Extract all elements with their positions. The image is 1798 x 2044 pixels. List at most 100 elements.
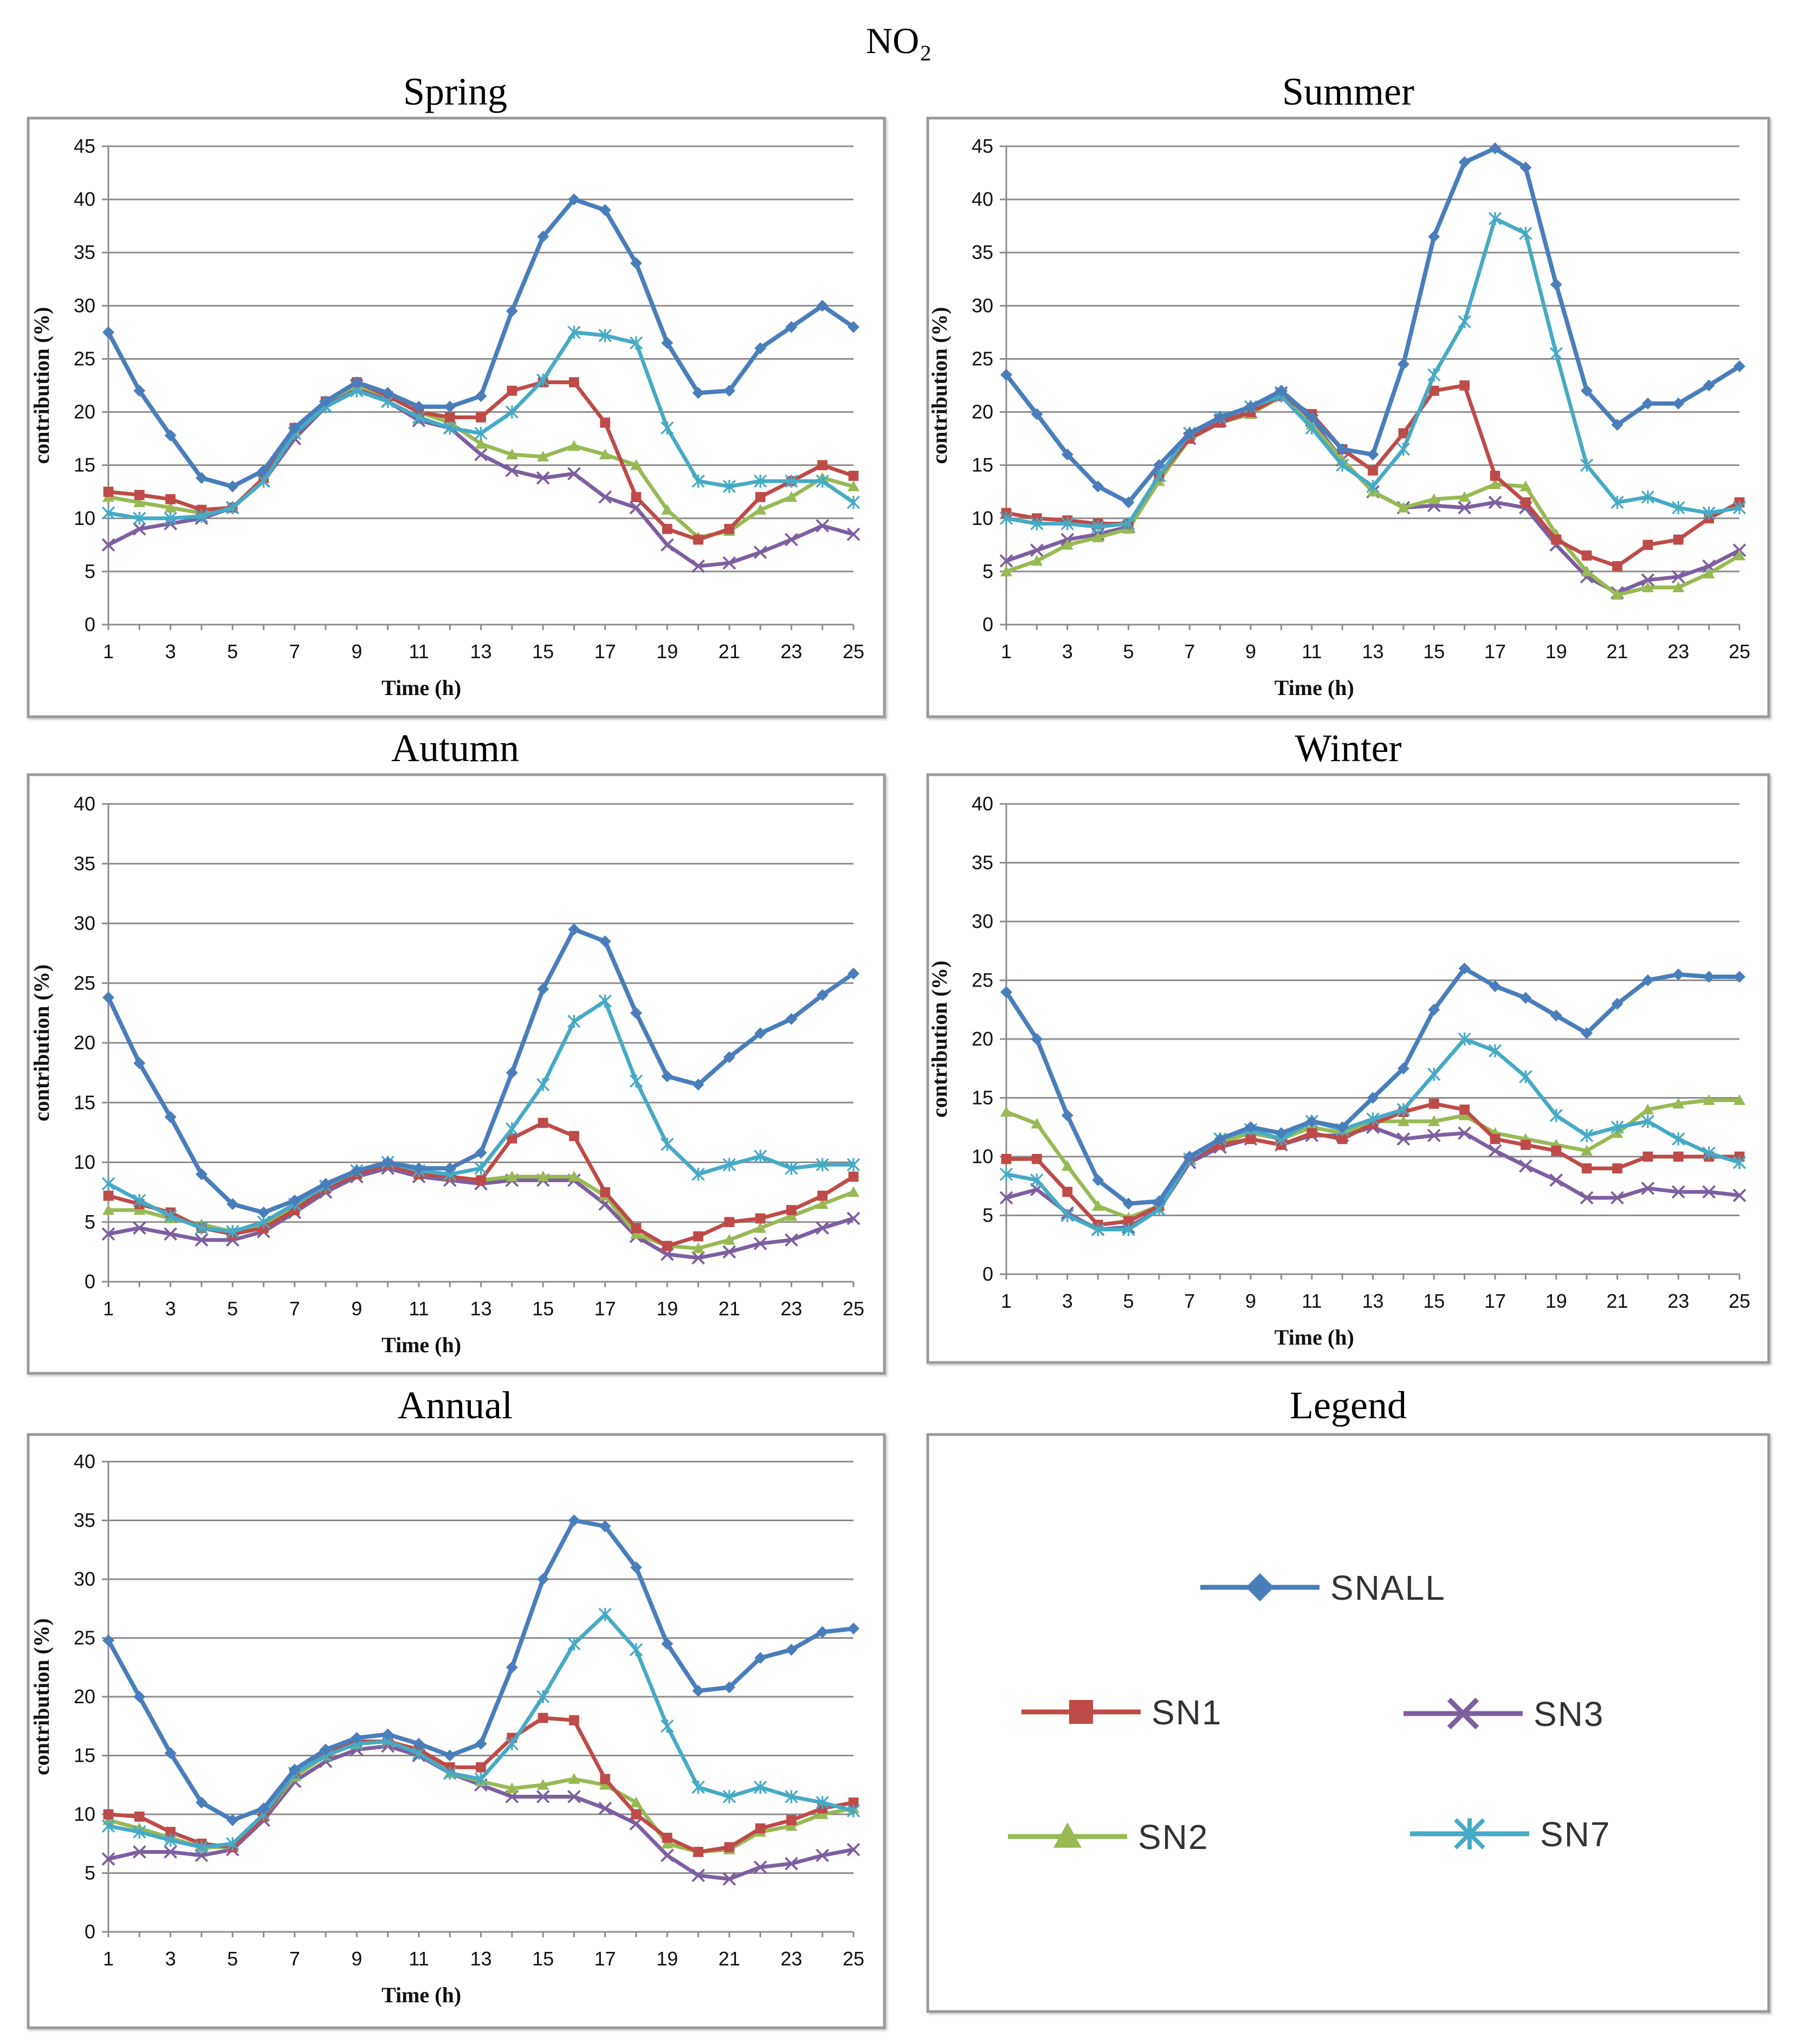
data-point-snall	[412, 1162, 425, 1175]
data-point-sn1	[1459, 1104, 1470, 1115]
legend-item-snall: SNALL	[1200, 1568, 1445, 1607]
data-point-sn3	[816, 1848, 830, 1863]
data-point-sn1	[476, 1762, 486, 1773]
legend-item-sn2: SN2	[1008, 1818, 1208, 1857]
data-point-sn1	[693, 1847, 703, 1857]
data-point-snall	[351, 1731, 363, 1744]
data-point-sn7	[661, 421, 674, 435]
data-point-snall	[412, 1737, 425, 1750]
data-point-sn7	[846, 1804, 861, 1818]
x-tick-label: 11	[409, 640, 429, 663]
data-point-sn3	[722, 1245, 736, 1259]
data-point-snall	[754, 1652, 767, 1664]
data-point-sn3	[722, 556, 736, 570]
x-tick-label: 9	[351, 1297, 362, 1320]
data-point-sn2	[1672, 1098, 1685, 1109]
y-axis-label: contribution (%)	[927, 961, 952, 1118]
data-point-sn7	[691, 1780, 705, 1794]
data-point-snall	[568, 1514, 580, 1527]
data-point-snall	[288, 1763, 301, 1776]
y-tick-label: 35	[972, 241, 993, 263]
data-point-sn7	[753, 474, 767, 488]
x-tick-label: 23	[780, 640, 802, 663]
data-point-sn1	[1428, 1099, 1439, 1109]
legend-marker-sn3	[1447, 1697, 1479, 1730]
data-point-snall	[1153, 1195, 1165, 1208]
x-axis-label: Time (h)	[1275, 1325, 1354, 1349]
x-tick-label: 3	[1062, 640, 1073, 663]
data-point-sn2	[1672, 581, 1685, 593]
data-point-sn2	[692, 1242, 704, 1254]
data-point-snall	[1703, 970, 1715, 983]
x-tick-label: 9	[351, 1948, 362, 1970]
data-point-snall	[1458, 156, 1471, 168]
data-point-sn7	[1091, 1223, 1105, 1236]
data-point-snall	[351, 376, 363, 388]
data-point-sn1	[569, 377, 579, 387]
x-tick-label: 19	[656, 1297, 678, 1320]
series-snall	[102, 193, 859, 492]
data-point-sn7	[1580, 1128, 1594, 1143]
y-tick-label: 45	[74, 135, 95, 157]
data-point-sn1	[1001, 1153, 1012, 1164]
data-point-snall	[133, 1691, 146, 1703]
data-point-snall	[102, 1634, 114, 1646]
data-point-sn1	[569, 1715, 579, 1725]
data-point-snall	[692, 1079, 704, 1091]
data-point-sn2	[1458, 491, 1471, 502]
data-point-sn3	[785, 1857, 798, 1871]
x-tick-label: 9	[1245, 1290, 1256, 1312]
data-point-sn7	[785, 1161, 798, 1175]
data-point-sn7	[629, 336, 643, 350]
data-point-sn3	[1458, 1126, 1471, 1140]
data-point-sn3	[753, 1237, 767, 1250]
data-point-sn1	[755, 492, 766, 502]
data-point-snall	[1214, 411, 1226, 424]
data-point-sn2	[1092, 1200, 1104, 1211]
x-tick-label: 23	[780, 1948, 802, 1970]
data-point-sn7	[722, 1790, 736, 1803]
data-point-sn1	[538, 1712, 548, 1723]
data-point-sn7	[598, 329, 612, 342]
data-point-sn2	[754, 504, 767, 515]
data-point-sn1	[1490, 1134, 1501, 1144]
data-point-snall	[599, 1520, 611, 1533]
x-tick-label: 5	[227, 640, 238, 663]
data-point-snall	[723, 385, 735, 397]
data-point-sn3	[1488, 495, 1502, 509]
data-point-sn1	[755, 1213, 766, 1224]
data-point-sn3	[132, 522, 146, 536]
data-point-sn3	[1396, 1132, 1411, 1146]
data-point-snall	[1611, 419, 1624, 431]
data-point-sn7	[567, 1637, 581, 1651]
y-tick-label: 35	[74, 1509, 95, 1532]
data-point-sn2	[1000, 565, 1012, 576]
data-point-sn3	[598, 1801, 612, 1815]
data-point-sn1	[444, 412, 455, 423]
x-tick-label: 5	[1123, 640, 1134, 663]
x-tick-label: 3	[165, 1297, 176, 1320]
y-tick-label: 0	[982, 613, 993, 635]
data-point-sn3	[101, 1227, 115, 1241]
data-point-sn2	[1031, 555, 1043, 566]
data-point-sn7	[1396, 1103, 1411, 1117]
legend-label-sn1: SN1	[1152, 1693, 1223, 1732]
data-point-sn3	[1611, 1191, 1624, 1205]
data-point-snall	[1031, 408, 1043, 420]
data-point-sn7	[629, 1643, 643, 1657]
data-point-sn1	[1459, 380, 1470, 391]
x-tick-label: 23	[780, 1297, 802, 1320]
data-point-sn7	[195, 1221, 209, 1235]
data-point-sn3	[101, 538, 115, 552]
data-point-sn1	[1245, 1134, 1256, 1144]
data-point-sn3	[846, 1211, 861, 1225]
x-tick-label: 25	[1729, 1290, 1750, 1312]
x-tick-label: 11	[409, 1948, 429, 1970]
data-point-sn7	[226, 1837, 240, 1851]
x-tick-label: 7	[289, 640, 300, 663]
data-point-sn7	[1641, 1114, 1655, 1128]
data-point-sn7	[1030, 517, 1044, 530]
data-point-sn1	[1521, 497, 1531, 508]
